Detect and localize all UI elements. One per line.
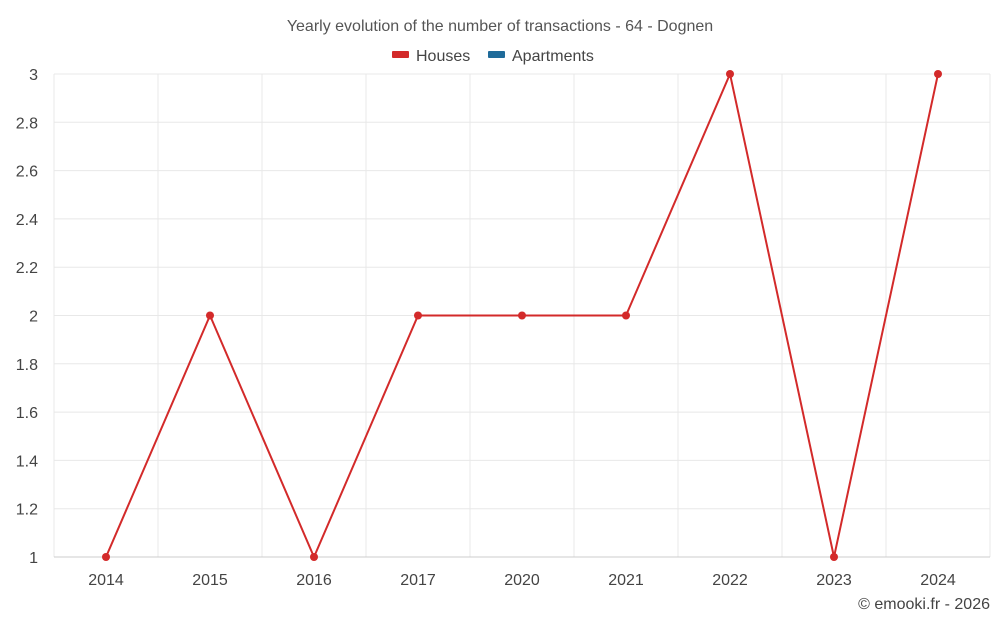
y-tick-label: 1.6 xyxy=(16,405,38,422)
x-tick-label: 2023 xyxy=(816,572,852,589)
x-tick-label: 2022 xyxy=(712,572,748,589)
legend: Houses Apartments xyxy=(392,48,594,65)
legend-swatch-houses xyxy=(392,51,409,58)
x-tick-label: 2021 xyxy=(608,572,644,589)
y-tick-label: 2.2 xyxy=(16,260,38,277)
y-tick-label: 1.4 xyxy=(16,453,38,470)
legend-item-apartments[interactable]: Apartments xyxy=(488,48,594,65)
data-point-houses[interactable] xyxy=(830,553,838,561)
data-point-houses[interactable] xyxy=(414,311,422,320)
x-tick-label: 2016 xyxy=(296,572,332,589)
y-tick-label: 2.6 xyxy=(16,164,38,181)
x-tick-label: 2015 xyxy=(192,572,228,589)
data-point-houses[interactable] xyxy=(102,553,110,561)
x-tick-label: 2020 xyxy=(504,572,540,589)
x-tick-label: 2014 xyxy=(88,572,124,589)
y-tick-label: 1.8 xyxy=(16,357,38,374)
legend-label-apartments: Apartments xyxy=(512,48,594,65)
data-point-houses[interactable] xyxy=(622,311,630,320)
y-tick-label: 2.4 xyxy=(16,212,38,229)
y-tick-label: 2 xyxy=(29,309,38,326)
y-axis-ticks: 1 1.2 1.4 1.6 1.8 2 2.2 2.4 2.6 2.8 3 xyxy=(16,67,38,567)
data-point-houses[interactable] xyxy=(310,553,318,561)
y-tick-label: 1.2 xyxy=(16,502,38,519)
x-tick-label: 2017 xyxy=(400,572,436,589)
legend-label-houses: Houses xyxy=(416,48,470,65)
data-point-houses[interactable] xyxy=(726,70,734,78)
x-tick-label: 2024 xyxy=(920,572,956,589)
y-tick-label: 1 xyxy=(29,550,38,567)
chart-title: Yearly evolution of the number of transa… xyxy=(287,18,713,35)
data-point-houses[interactable] xyxy=(934,70,942,78)
y-tick-label: 2.8 xyxy=(16,115,38,132)
data-point-houses[interactable] xyxy=(206,311,214,320)
data-point-houses[interactable] xyxy=(518,311,526,320)
credit-text: © emooki.fr - 2026 xyxy=(858,596,990,613)
legend-swatch-apartments xyxy=(488,51,505,58)
legend-item-houses[interactable]: Houses xyxy=(392,48,470,65)
series-houses xyxy=(102,70,942,561)
y-tick-label: 3 xyxy=(29,67,38,84)
x-axis-ticks: 2014 2015 2016 2017 2020 2021 2022 2023 2024 xyxy=(88,572,956,589)
